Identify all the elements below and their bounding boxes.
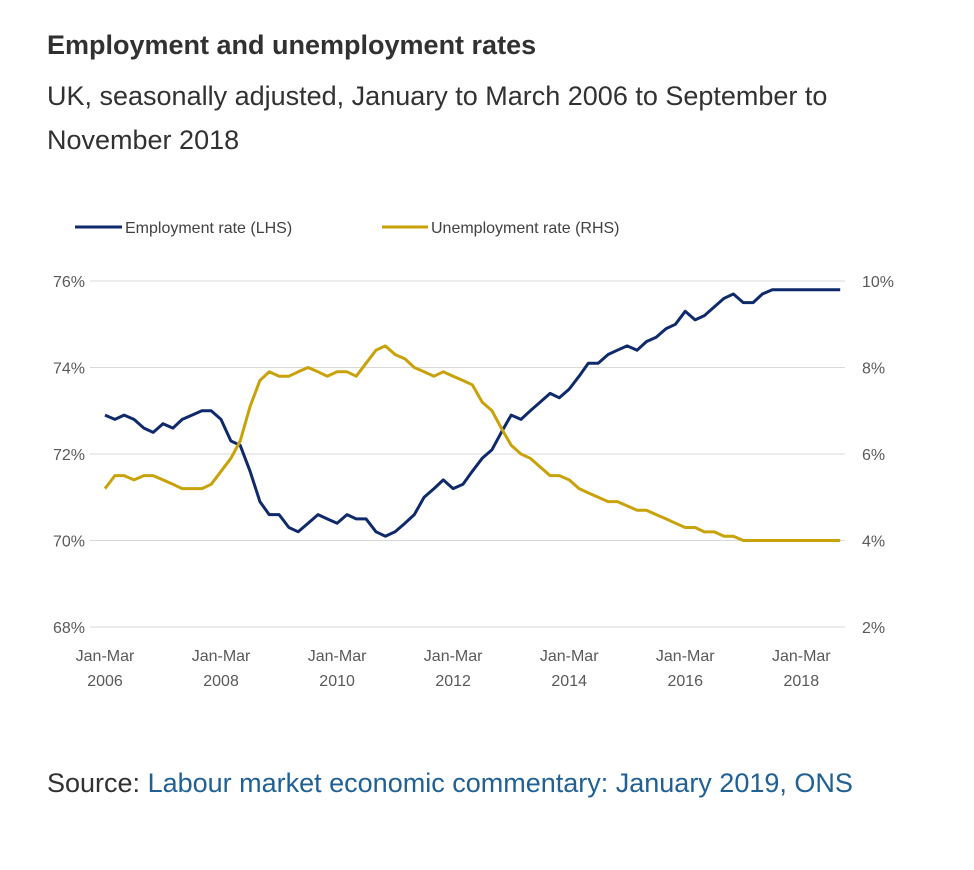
right-tick-label: 10% bbox=[862, 274, 894, 291]
right-tick-label: 4% bbox=[862, 534, 885, 551]
x-tick-label-top: Jan-Mar bbox=[656, 648, 715, 665]
series-lines bbox=[103, 288, 841, 542]
x-tick-label-top: Jan-Mar bbox=[76, 648, 135, 665]
left-tick-label: 72% bbox=[53, 447, 85, 464]
x-tick-label-bottom: 2014 bbox=[551, 673, 587, 690]
left-tick-label: 76% bbox=[53, 274, 85, 291]
left-tick-label: 74% bbox=[53, 361, 85, 378]
employment-rate-line bbox=[104, 288, 841, 538]
left-tick-label: 68% bbox=[53, 620, 85, 637]
x-axis-ticks: Jan-Mar 2006 Jan-Mar 2008 Jan-Mar 2010 Jan-Mar… bbox=[76, 648, 832, 690]
right-axis-ticks: 10% 8% 6% 4% 2% bbox=[862, 274, 894, 637]
left-axis-ticks: 76% 74% 72% 70% 68% bbox=[53, 274, 85, 637]
source-link[interactable]: Labour market economic commentary: Janua… bbox=[147, 768, 853, 798]
x-tick-label-top: Jan-Mar bbox=[424, 648, 483, 665]
legend-label: Unemployment rate (RHS) bbox=[431, 220, 620, 237]
x-tick-label-bottom: 2010 bbox=[319, 673, 355, 690]
x-tick-label-bottom: 2018 bbox=[784, 673, 820, 690]
right-tick-label: 6% bbox=[862, 447, 885, 464]
legend: Employment rate (LHS) Unemployment rate (… bbox=[75, 220, 620, 237]
x-tick-label-top: Jan-Mar bbox=[308, 648, 367, 665]
x-tick-label-bottom: 2012 bbox=[435, 673, 471, 690]
x-tick-label-top: Jan-Mar bbox=[772, 648, 831, 665]
x-tick-label-top: Jan-Mar bbox=[540, 648, 599, 665]
unemployment-rate-line bbox=[103, 344, 841, 542]
right-tick-label: 2% bbox=[862, 620, 885, 637]
line-chart: Employment rate (LHS) Unemployment rate (… bbox=[53, 220, 894, 690]
chart-subtitle: UK, seasonally adjusted, January to Marc… bbox=[47, 81, 828, 155]
left-tick-label: 70% bbox=[53, 534, 85, 551]
x-tick-label-bottom: 2016 bbox=[667, 673, 703, 690]
x-tick-label-bottom: 2006 bbox=[87, 673, 123, 690]
gridlines bbox=[90, 280, 845, 628]
x-tick-label-bottom: 2008 bbox=[203, 673, 239, 690]
source-prefix: Source: bbox=[47, 768, 148, 798]
chart-title: Employment and unemployment rates bbox=[47, 30, 537, 60]
source-note: Source: Labour market economic commentar… bbox=[47, 760, 927, 806]
x-tick-label-top: Jan-Mar bbox=[192, 648, 251, 665]
legend-label: Employment rate (LHS) bbox=[125, 220, 292, 237]
right-tick-label: 8% bbox=[862, 361, 885, 378]
